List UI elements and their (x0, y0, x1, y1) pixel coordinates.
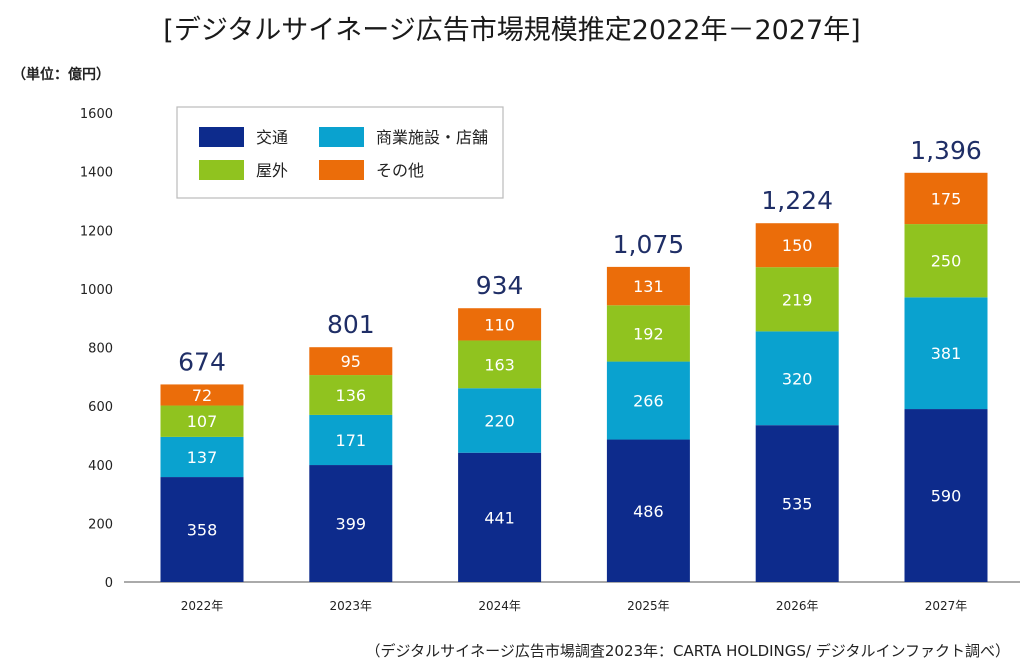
source-note: （デジタルサイネージ広告市場調査2023年：CARTA HOLDINGS/ デジ… (365, 642, 1010, 660)
x-axis: 2022年 2023年 2024年 2025年 2026年 2027年 (181, 599, 968, 613)
x-tick-label: 2027年 (925, 599, 968, 613)
segment-value-label: 72 (192, 386, 212, 405)
legend-swatch (199, 160, 244, 180)
legend-swatch (319, 160, 364, 180)
bar-segment (904, 409, 988, 582)
legend-label: 商業施設・店舗 (376, 128, 488, 147)
legend-label: 交通 (256, 128, 288, 147)
y-tick-label: 600 (88, 400, 113, 415)
segment-value-label: 163 (484, 355, 515, 374)
legend-swatch (199, 127, 244, 147)
bar-segment (904, 172, 988, 225)
x-tick-label: 2022年 (181, 599, 224, 613)
legend-label: 屋外 (256, 161, 288, 180)
y-axis: 0 200 400 600 800 1000 1200 1400 1600 (80, 107, 113, 591)
bar-segment (606, 361, 690, 440)
bars-group: 358 137 107 72 674 399 171 136 95 801 441 220 163 110… (160, 136, 988, 582)
bar-segment (755, 267, 839, 332)
segment-value-label: 107 (187, 412, 218, 431)
legend-label: その他 (376, 161, 424, 180)
bar-segment (160, 436, 244, 478)
total-value-label: 934 (476, 271, 524, 300)
x-tick-label: 2023年 (330, 599, 373, 613)
bar-segment (458, 452, 542, 582)
bar-segment (458, 340, 542, 389)
segment-value-label: 136 (336, 386, 367, 405)
x-tick-label: 2024年 (478, 599, 521, 613)
segment-value-label: 250 (931, 252, 962, 271)
y-tick-label: 0 (105, 576, 113, 591)
segment-value-label: 131 (633, 277, 664, 296)
bar-segment (458, 308, 542, 341)
segment-value-label: 535 (782, 495, 813, 514)
bar-segment (160, 384, 244, 406)
bar-segment (606, 305, 690, 362)
segment-value-label: 150 (782, 236, 813, 255)
y-tick-label: 200 (88, 517, 113, 532)
bar-segment (309, 347, 393, 376)
chart-title: [デジタルサイネージ広告市場規模推定2022年－2027年] (163, 15, 861, 46)
total-value-label: 1,396 (910, 136, 982, 165)
segment-value-label: 441 (484, 508, 515, 527)
segment-value-label: 320 (782, 369, 813, 388)
x-tick-label: 2026年 (776, 599, 819, 613)
total-value-label: 674 (178, 347, 226, 376)
segment-value-label: 95 (341, 352, 361, 371)
bar-segment (309, 414, 393, 466)
bar-segment (904, 297, 988, 410)
segment-value-label: 192 (633, 324, 664, 343)
bar-segment (904, 224, 988, 298)
segment-value-label: 175 (931, 189, 962, 208)
y-tick-label: 1400 (80, 166, 113, 181)
y-tick-label: 1600 (80, 107, 113, 122)
segment-value-label: 381 (931, 344, 962, 363)
segment-value-label: 590 (931, 487, 962, 506)
segment-value-label: 219 (782, 290, 813, 309)
bar-segment (160, 477, 244, 582)
segment-value-label: 399 (336, 515, 367, 534)
segment-value-label: 220 (484, 411, 515, 430)
segment-value-label: 358 (187, 521, 218, 540)
legend-swatch (319, 127, 364, 147)
x-tick-label: 2025年 (627, 599, 670, 613)
segment-value-label: 110 (484, 315, 515, 334)
segment-value-label: 486 (633, 502, 664, 521)
bar-segment (309, 465, 393, 582)
bar-segment (309, 375, 393, 415)
bar-segment (606, 266, 690, 306)
bar-segment (755, 331, 839, 426)
segment-value-label: 266 (633, 392, 664, 411)
unit-label: （単位：億円） (12, 67, 110, 83)
bar-segment (755, 425, 839, 582)
bar-segment (160, 405, 244, 437)
bar-segment (606, 439, 690, 582)
bar-segment (755, 223, 839, 268)
bar-segment (458, 388, 542, 453)
y-tick-label: 1000 (80, 283, 113, 298)
total-value-label: 1,075 (613, 230, 685, 259)
total-value-label: 1,224 (761, 186, 833, 215)
segment-value-label: 171 (336, 431, 367, 450)
segment-value-label: 137 (187, 448, 218, 467)
y-tick-label: 1200 (80, 224, 113, 239)
y-tick-label: 800 (88, 342, 113, 357)
legend-frame (176, 106, 504, 199)
y-tick-label: 400 (88, 459, 113, 474)
total-value-label: 801 (327, 310, 375, 339)
